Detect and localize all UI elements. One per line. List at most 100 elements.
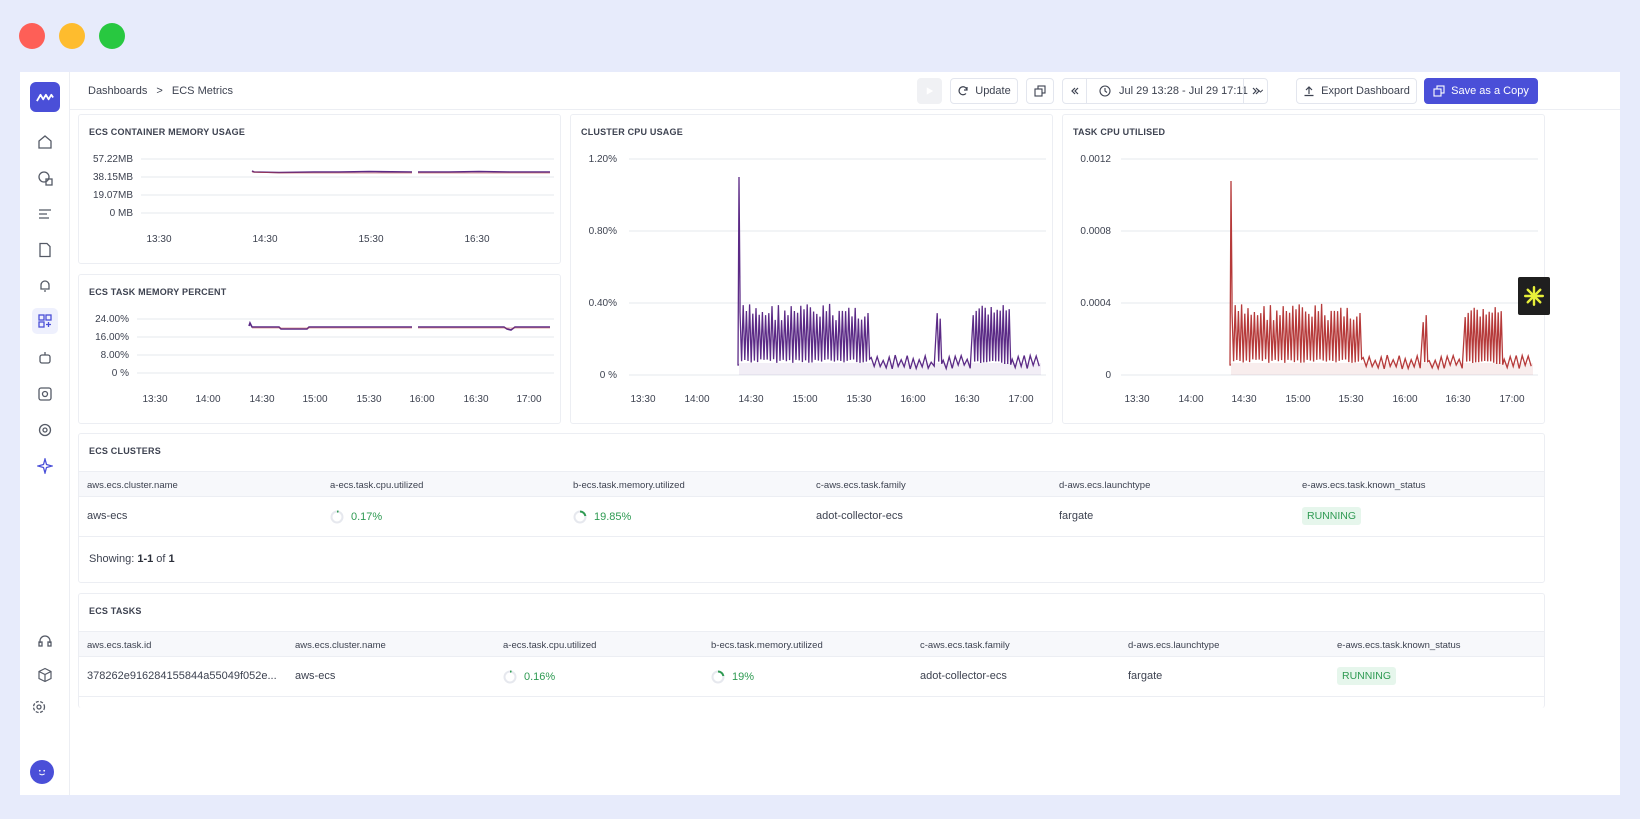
y-tick: 19.07MB	[93, 190, 133, 201]
x-tick: 16:30	[463, 394, 488, 405]
memory-usage-chart[interactable]: 57.22MB 38.15MB 19.07MB 0 MB 13:30 14:30…	[79, 115, 562, 265]
showing-total: 1	[168, 553, 175, 565]
x-tick: 17:00	[1499, 394, 1524, 405]
task-cpu-chart[interactable]: 0.0012 0.0008 0.0004 0 13:30 14:00 14:30…	[1063, 115, 1546, 425]
column-header[interactable]: b-ecs.task.memory.utilized	[711, 640, 823, 651]
copy-button[interactable]	[1026, 78, 1054, 104]
x-tick: 16:00	[1392, 394, 1417, 405]
table-row[interactable]: aws-ecs 0.17% 19.85% adot-collector-ecs …	[79, 497, 1544, 537]
home-icon[interactable]	[34, 131, 56, 153]
x-tick: 17:00	[1008, 394, 1033, 405]
y-tick: 0.0012	[1080, 154, 1111, 165]
update-button[interactable]: Update	[950, 78, 1018, 104]
column-header[interactable]: d-aws.ecs.launchtype	[1128, 640, 1220, 651]
double-chevron-right-icon	[1252, 87, 1260, 95]
x-tick: 13:30	[142, 394, 167, 405]
export-label: Export Dashboard	[1321, 85, 1410, 97]
x-tick: 15:00	[792, 394, 817, 405]
alerts-icon[interactable]	[34, 275, 56, 297]
column-header[interactable]: c-aws.ecs.task.family	[920, 640, 1010, 651]
window-maximize-dot[interactable]	[99, 23, 125, 49]
column-header[interactable]: a-ecs.task.cpu.utilized	[503, 640, 597, 651]
column-header[interactable]: c-aws.ecs.task.family	[816, 480, 906, 491]
y-tick: 0 %	[600, 370, 617, 381]
y-tick: 0.0008	[1080, 226, 1111, 237]
floating-help-widget[interactable]	[1518, 277, 1550, 315]
user-avatar[interactable]	[30, 760, 54, 784]
y-tick: 57.22MB	[93, 154, 133, 165]
breadcrumb: Dashboards > ECS Metrics	[88, 85, 239, 97]
settings-gear-icon[interactable]	[34, 419, 56, 441]
memory-usage-series-2	[251, 171, 550, 174]
cell-memory: 19%	[711, 670, 754, 684]
progress-ring-icon	[330, 510, 344, 524]
ai-sparkle-icon[interactable]	[34, 455, 56, 477]
cluster-cpu-chart[interactable]: 1.20% 0.80% 0.40% 0 % 13:30 14:00 14:30 …	[571, 115, 1054, 425]
column-header[interactable]: aws.ecs.cluster.name	[87, 480, 178, 491]
y-tick: 16.00%	[95, 332, 129, 343]
top-bar: Dashboards > ECS Metrics Update Jul 29 1…	[70, 72, 1620, 110]
column-header[interactable]: a-ecs.task.cpu.utilized	[330, 480, 424, 491]
cell-launchtype: fargate	[1128, 670, 1163, 682]
panel-title: ECS CONTAINER MEMORY USAGE	[89, 127, 246, 137]
dashboards-icon[interactable]	[32, 308, 58, 334]
support-icon[interactable]	[34, 631, 56, 653]
table-row[interactable]: 378262e916284155844a55049f052e... aws-ec…	[79, 657, 1544, 697]
cpu-value: 0.16%	[524, 671, 556, 683]
copy-icon	[1034, 85, 1046, 97]
window-minimize-dot[interactable]	[59, 23, 85, 49]
column-header[interactable]: b-ecs.task.memory.utilized	[573, 480, 685, 491]
y-tick: 0 MB	[110, 208, 134, 219]
x-tick: 15:30	[356, 394, 381, 405]
time-range-label: Jul 29 13:28 - Jul 29 17:11	[1119, 85, 1248, 97]
memory-value: 19%	[732, 671, 755, 683]
y-tick: 0 %	[112, 368, 129, 379]
reports-icon[interactable]	[34, 239, 56, 261]
y-tick: 38.15MB	[93, 172, 133, 183]
y-tick: 24.00%	[95, 314, 129, 325]
x-tick: 14:00	[684, 394, 709, 405]
column-header[interactable]: e-aws.ecs.task.known_status	[1302, 480, 1426, 491]
package-icon[interactable]	[34, 664, 56, 686]
x-tick: 15:00	[302, 394, 327, 405]
time-next-button[interactable]	[1243, 79, 1267, 103]
y-tick: 1.20%	[589, 154, 617, 165]
time-range-picker[interactable]: Jul 29 13:28 - Jul 29 17:11	[1062, 78, 1268, 104]
save-as-copy-button[interactable]: Save as a Copy	[1424, 78, 1538, 104]
task-memory-chart[interactable]: 24.00% 16.00% 8.00% 0 % 13:30 14:00 14:3…	[79, 275, 562, 425]
panel-cluster-cpu: CLUSTER CPU USAGE 1.20% 0.80% 0.40% 0 % …	[570, 114, 1053, 424]
bot-icon[interactable]	[34, 347, 56, 369]
sidebar	[20, 72, 70, 795]
x-tick: 13:30	[630, 394, 655, 405]
infra-icon[interactable]	[34, 167, 56, 189]
breadcrumb-separator: >	[156, 85, 163, 97]
progress-ring-icon	[503, 670, 517, 684]
cluster-cpu-area	[739, 363, 1041, 375]
column-header[interactable]: aws.ecs.task.id	[87, 640, 152, 651]
update-label: Update	[975, 85, 1011, 97]
breadcrumb-root[interactable]: Dashboards	[88, 85, 148, 97]
cell-cluster-name: aws-ecs	[87, 510, 128, 522]
panel-memory-usage: ECS CONTAINER MEMORY USAGE 57.22MB 38.15…	[78, 114, 561, 264]
panel-task-memory: ECS TASK MEMORY PERCENT 24.00% 16.00% 8.…	[78, 274, 561, 424]
logs-icon[interactable]	[34, 203, 56, 225]
x-tick: 15:00	[1285, 394, 1310, 405]
column-header[interactable]: d-aws.ecs.launchtype	[1059, 480, 1151, 491]
export-dashboard-button[interactable]: Export Dashboard	[1296, 78, 1417, 104]
app-logo[interactable]	[30, 82, 60, 112]
task-cpu-area	[1231, 363, 1533, 375]
y-tick: 0	[1105, 370, 1111, 381]
x-tick: 16:30	[954, 394, 979, 405]
x-tick: 13:30	[146, 234, 171, 245]
synthetics-icon[interactable]	[34, 383, 56, 405]
progress-ring-icon	[711, 670, 725, 684]
copy-icon	[1433, 85, 1445, 97]
play-button[interactable]	[917, 78, 942, 104]
column-header[interactable]: e-aws.ecs.task.known_status	[1337, 640, 1461, 651]
window-close-dot[interactable]	[19, 23, 45, 49]
column-header[interactable]: aws.ecs.cluster.name	[295, 640, 386, 651]
time-prev-button[interactable]	[1063, 79, 1087, 103]
panel-title: ECS TASK MEMORY PERCENT	[89, 287, 227, 297]
settings-icon[interactable]	[28, 696, 50, 718]
panel-title: CLUSTER CPU USAGE	[581, 127, 683, 137]
